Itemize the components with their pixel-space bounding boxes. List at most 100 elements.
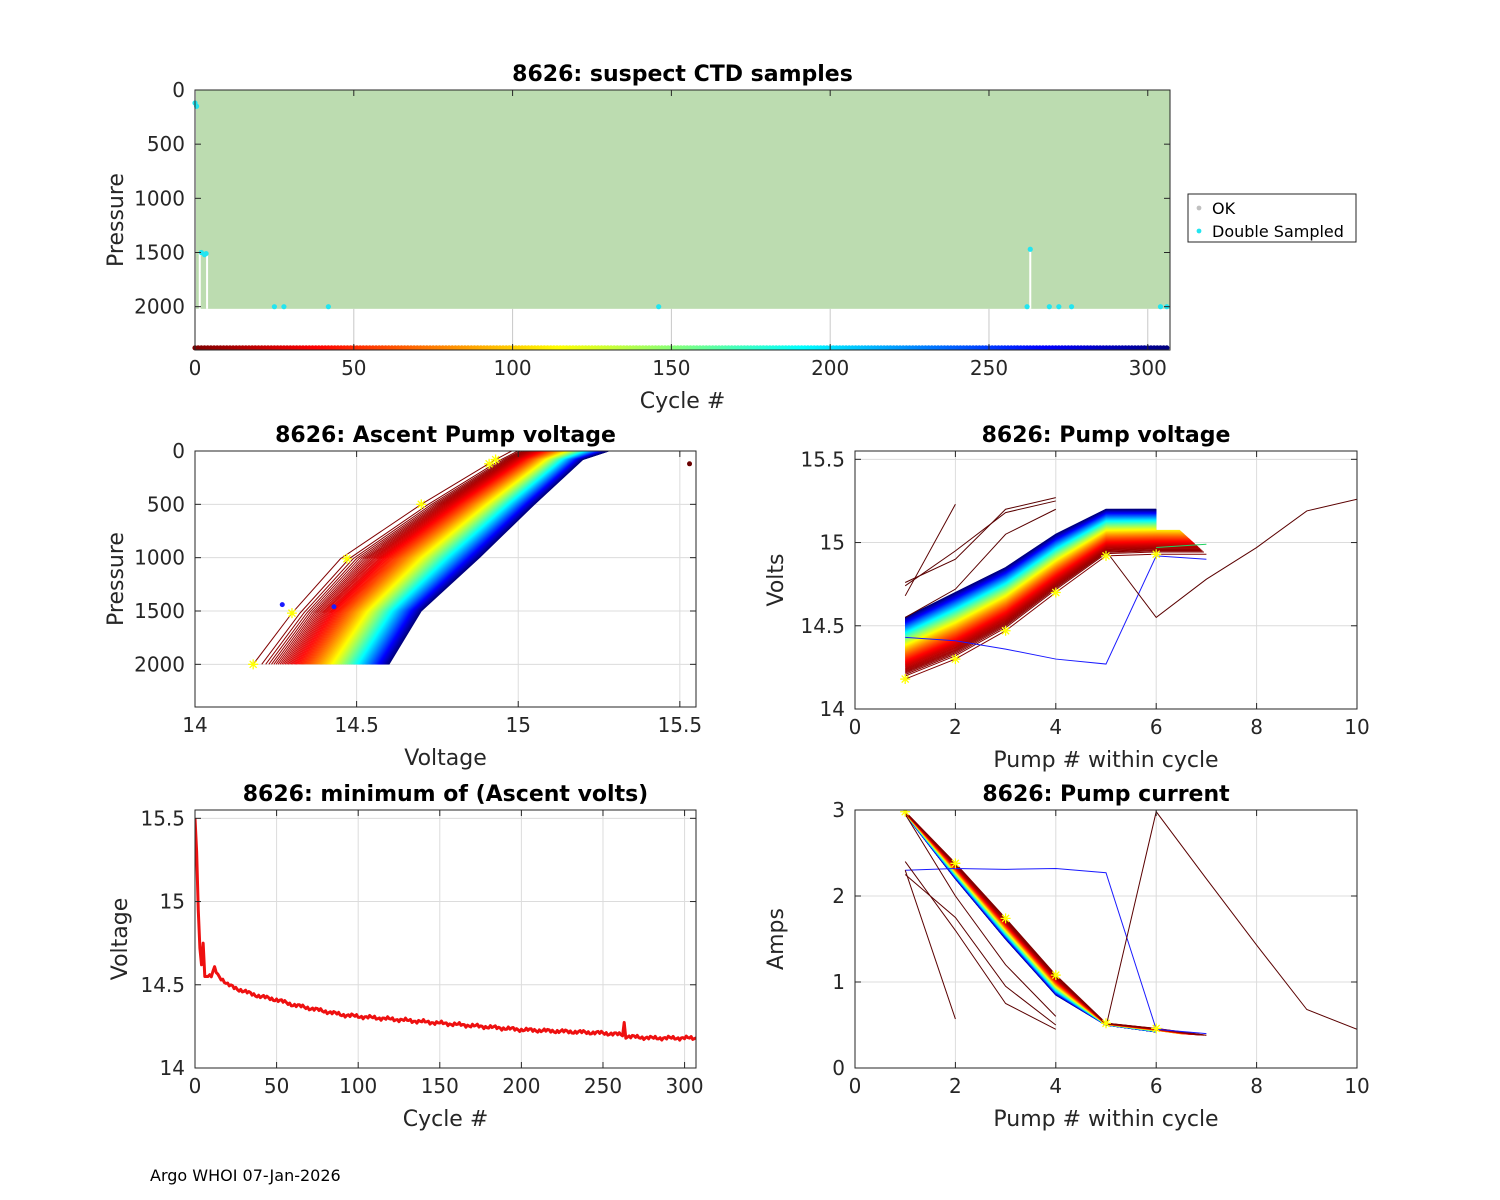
pumpv-frame: 0 2 4 6 8 10 14 14.5 15 15.5 8626: Pump voltage Pum… [764,423,1370,773]
pumpc-ytick-label: 3 [832,798,845,822]
pumpc-cycle-line [904,812,1157,1031]
pumpc-cycle-line [904,813,1157,1032]
pumpc-cycle-line [904,813,1157,1032]
pumpc-cycle-line [904,813,1157,1032]
ctd-double-sampled-point [203,250,209,257]
pumpv-star-marker [1050,587,1061,598]
pumpc-cycle-line [904,813,1157,1033]
minvolts-xtick-label: 150 [421,1074,459,1098]
pumpc-cycle-line [904,812,1181,1035]
pumpv-dark-d-line [904,508,1057,618]
pumpc-cycle-line [904,813,1157,1033]
pumpc-cycle-line [904,813,1157,1032]
pumpc-cycle-line [904,812,1157,1032]
pumpc-cycle-line [904,813,1157,1032]
ascent-xtick-label: 15 [505,713,530,737]
pumpc-cycle-line [904,813,1157,1033]
minvolts-ylabel: Voltage [108,898,133,981]
pumpc-xtick-label: 0 [849,1074,862,1098]
pumpc-cycle-line [904,812,1188,1035]
pumpc-cycle-line [904,812,1182,1035]
pumpc-cycle-line [904,812,1157,1032]
pumpc-cycle-line [904,813,1157,1033]
pumpc-dark-a-line [904,870,956,1020]
pumpc-chart [900,810,1357,1036]
pumpc-cycle-line [904,812,1185,1035]
ascent-xlabel: Voltage [404,746,487,771]
pumpc-dark-b-line [904,861,1057,1030]
ascent-frame: 14 14.5 15 15.5 0 500 1000 1500 2000 8626: Ascent… [104,423,702,771]
pumpv-star-marker [1101,550,1111,561]
pumpc-cycle-line [904,812,1186,1035]
pumpc-cycle-line [904,812,1187,1035]
pumpc-cycle-line [904,813,1157,1033]
pumpc-cycle-line [904,813,1157,1033]
ascent-chart [248,451,693,670]
pumpc-cycle-line [904,812,1157,1032]
pumpc-cycle-line [904,813,1157,1033]
pumpc-cycle-line [904,813,1157,1033]
pumpc-cycle-line [904,813,1157,1033]
pumpc-dark-c-line [904,874,1057,1026]
pumpc-cycle-line [904,813,1157,1032]
pumpc-cycle-line [904,813,1157,1032]
ctd-chart [192,90,1170,351]
ctd-ok-region [196,90,1170,309]
ascent-star-marker [484,458,495,469]
ctd-ytick-label: 500 [147,132,185,156]
pumpc-cycle-line [904,813,1157,1032]
ctd-xtick-label: 100 [493,356,531,380]
pumpc-cycle-line [904,812,1157,1032]
ctd-double-sampled-point [1046,304,1052,310]
legend-double-sampled-label: Double Sampled [1212,222,1344,241]
pumpc-cycle-line [904,813,1157,1032]
ctd-double-sampled-point [281,304,287,310]
pumpc-cycle-line [904,812,1186,1035]
pumpv-cycle-line [905,547,1200,672]
pumpc-cycle-line [904,811,1194,1036]
pumpc-cycle-line [904,813,1157,1032]
minvolts-xtick-label: 50 [264,1074,289,1098]
pumpc-cycle-line [904,811,1195,1036]
pumpv-dark-a-line [904,504,956,597]
pumpc-cycle-line [904,813,1157,1033]
pumpc-cycle-line [904,813,1157,1032]
ctd-ytick-label: 1000 [134,186,185,210]
pumpc-cycle-line [904,813,1157,1032]
pumpv-chart [900,497,1357,685]
pumpc-cycle-line [904,812,1157,1032]
pumpv-green-tail-line [1156,543,1207,549]
ctd-double-sampled-point [271,304,277,310]
legend-double-sampled-marker [1196,228,1202,234]
pumpc-star-marker [950,858,961,869]
pumpc-ytick-label: 2 [832,884,845,908]
ctd-double-sampled-point [1056,304,1062,310]
minvolts-frame: 0 50 100 150 200 250 300 14 14.5 15 15.5 8626: mini… [108,782,704,1132]
pumpc-xtick-label: 2 [949,1074,962,1098]
pumpc-cycle-line [904,812,1181,1035]
minvolts-xtick-label: 100 [339,1074,377,1098]
pumpc-cycle-line [904,813,1157,1032]
ctd-xlabel: Cycle # [640,389,726,414]
pumpc-cycle-line [904,813,1157,1033]
pumpc-cycle-line [904,812,1187,1035]
pumpc-cycle-line [904,812,1186,1035]
pumpc-cycle-line [904,813,1157,1032]
pumpv-star-marker [1151,549,1162,560]
pumpc-cycle-line [904,812,1157,1031]
pumpc-cycle-line [904,813,1157,1032]
pumpc-cycle-line [904,813,1157,1032]
ascent-ytick-label: 500 [147,492,185,516]
ascent-border [194,450,697,708]
minvolts-line [195,818,696,1042]
pumpc-cycle-line [904,813,1157,1033]
pumpc-xtick-label: 10 [1344,1074,1369,1098]
pumpv-xtick-label: 8 [1250,715,1263,739]
pumpc-cycle-line [904,812,1193,1035]
pumpv-xtick-label: 6 [1150,715,1163,739]
minvolts-border [194,809,697,1069]
ctd-double-sampled-point [656,304,662,310]
pumpc-cycle-line [904,812,1157,1032]
pumpv-cycle-line [904,508,1157,618]
